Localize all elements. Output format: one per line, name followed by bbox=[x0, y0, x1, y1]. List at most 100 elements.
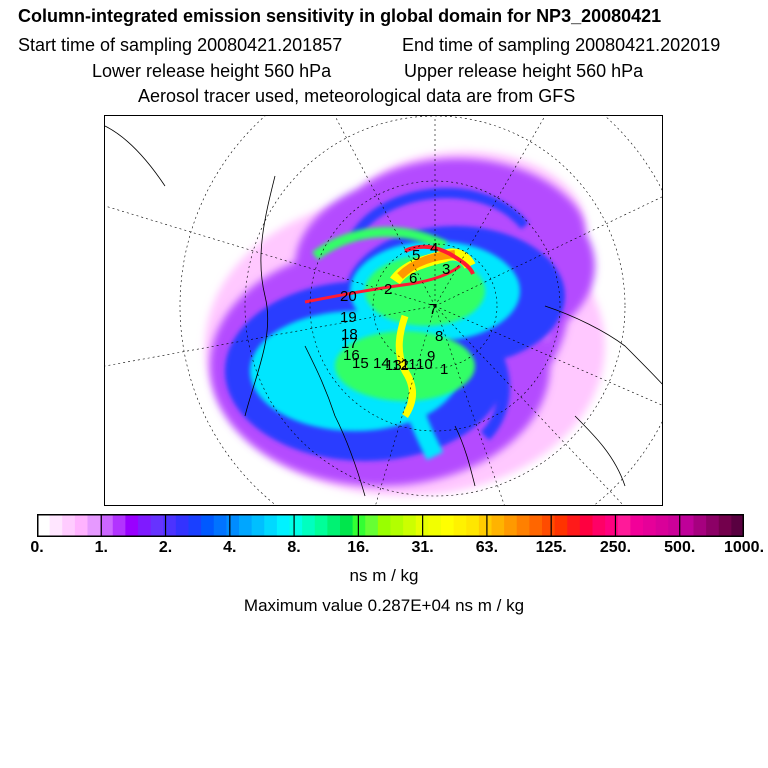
colorbar-swatch bbox=[289, 514, 303, 537]
colorbar-tick-label: 31. bbox=[411, 539, 434, 556]
colorbar-swatch bbox=[226, 514, 240, 537]
trajectory-marker: 3 bbox=[442, 261, 450, 278]
trajectory-marker: 15 bbox=[352, 355, 369, 372]
colorbar-swatch bbox=[567, 514, 581, 537]
end-time-label: End time of sampling 20080421.202019 bbox=[402, 35, 721, 55]
tracer-note: Aerosol tracer used, meteorological data… bbox=[138, 86, 576, 106]
colorbar-tick-label: 125. bbox=[535, 539, 567, 556]
trajectory-marker: 18 bbox=[341, 326, 358, 343]
colorbar-swatch bbox=[352, 514, 366, 537]
colorbar-swatch bbox=[466, 514, 480, 537]
sensitivity-map: 1 2 3 4 5 6 7 8 9 10 11 12 13 14 15 16 17 18 19 20 bbox=[104, 115, 663, 506]
colorbar-swatch bbox=[390, 514, 404, 537]
colorbar bbox=[37, 514, 744, 537]
trajectory-marker: 2 bbox=[384, 281, 392, 298]
colorbar-swatch bbox=[428, 514, 442, 537]
colorbar-swatch bbox=[150, 514, 164, 537]
colorbar-unit-label: ns m / kg bbox=[349, 566, 419, 585]
trajectory-marker: 9 bbox=[427, 348, 435, 365]
upper-release-label: Upper release height 560 hPa bbox=[404, 61, 644, 81]
colorbar-swatch bbox=[365, 514, 379, 537]
colorbar-swatch bbox=[276, 514, 291, 537]
colorbar-swatch bbox=[731, 514, 744, 537]
colorbar-border bbox=[37, 514, 744, 537]
colorbar-swatch bbox=[504, 514, 518, 537]
trajectory-marker: 5 bbox=[412, 247, 420, 264]
colorbar-swatch bbox=[314, 514, 328, 537]
colorbar-swatch bbox=[327, 514, 341, 537]
colorbar-swatch bbox=[403, 514, 417, 537]
colorbar-swatch bbox=[87, 514, 101, 537]
trajectory-marker: 13 bbox=[385, 357, 402, 374]
colorbar-swatch bbox=[693, 514, 707, 537]
colorbar-tick-label: 2. bbox=[158, 539, 173, 556]
trajectory-marker: 1 bbox=[440, 361, 448, 378]
colorbar-tick-label: 4. bbox=[223, 539, 237, 556]
colorbar-swatch bbox=[668, 514, 682, 537]
colorbar-swatch bbox=[655, 514, 669, 537]
colorbar-swatch bbox=[605, 514, 619, 537]
colorbar-tick-label: 8. bbox=[287, 539, 301, 556]
colorbar-tick-label: 1000. bbox=[723, 539, 765, 556]
trajectory-marker: 7 bbox=[429, 301, 437, 318]
colorbar-swatch bbox=[478, 514, 493, 537]
colorbar-swatch bbox=[175, 514, 190, 537]
colorbar-swatch bbox=[125, 514, 139, 537]
colorbar-tick-label: 250. bbox=[599, 539, 632, 556]
colorbar-swatch bbox=[491, 514, 505, 537]
trajectory-marker: 17 bbox=[341, 335, 358, 352]
colorbar-swatch bbox=[163, 514, 177, 537]
colorbar-swatch bbox=[579, 514, 594, 537]
colorbar-swatch bbox=[74, 514, 89, 537]
maximum-value-label: Maximum value 0.287E+04 ns m / kg bbox=[243, 596, 525, 615]
graticule bbox=[105, 116, 662, 505]
plot-title: Column-integrated emission sensitivity i… bbox=[18, 6, 662, 26]
trajectory-marker: 19 bbox=[340, 309, 357, 326]
colorbar-swatch bbox=[112, 514, 126, 537]
colorbar-swatch bbox=[706, 514, 720, 537]
colorbar-swatch bbox=[377, 514, 392, 537]
colorbar-swatch bbox=[516, 514, 530, 537]
colorbar-swatch bbox=[340, 514, 354, 537]
trajectory-marker: 16 bbox=[343, 347, 360, 364]
colorbar-swatch bbox=[554, 514, 568, 537]
trajectory-marker: 20 bbox=[340, 288, 357, 305]
colorbar-swatch bbox=[453, 514, 467, 537]
colorbar-tick-label: 1. bbox=[94, 539, 108, 556]
trajectory-marker: 11 bbox=[401, 356, 417, 373]
colorbar-swatch bbox=[100, 514, 114, 537]
colorbar-tick-label: 0. bbox=[30, 539, 44, 556]
start-time-label: Start time of sampling 20080421.201857 bbox=[18, 35, 343, 55]
colorbar-swatch bbox=[264, 514, 278, 537]
colorbar-swatch bbox=[138, 514, 152, 537]
trajectory-marker: 14 bbox=[373, 355, 390, 372]
trajectory-marker: 4 bbox=[430, 240, 438, 257]
colorbar-swatch bbox=[49, 514, 63, 537]
colorbar-swatch bbox=[529, 514, 543, 537]
colorbar-swatch bbox=[302, 514, 316, 537]
colorbar-swatch bbox=[643, 514, 657, 537]
colorbar-swatch bbox=[441, 514, 455, 537]
trajectory-marker: 10 bbox=[416, 356, 433, 373]
colorbar-swatch bbox=[542, 514, 556, 537]
colorbar-swatch bbox=[201, 514, 215, 537]
plume-core-layer bbox=[304, 244, 476, 418]
trajectory-marker: 6 bbox=[409, 270, 417, 287]
colorbar-swatch bbox=[718, 514, 732, 537]
colorbar-swatch bbox=[239, 514, 253, 537]
lower-release-label: Lower release height 560 hPa bbox=[92, 61, 332, 81]
colorbar-swatch bbox=[592, 514, 606, 537]
trajectory-marker: 8 bbox=[435, 328, 443, 345]
coastlines bbox=[105, 125, 662, 497]
colorbar-tick-label: 500. bbox=[664, 539, 696, 556]
colorbar-swatch bbox=[62, 514, 76, 537]
colorbar-swatch bbox=[188, 514, 202, 537]
trajectory-marker: 12 bbox=[392, 357, 409, 374]
colorbar-swatch bbox=[37, 514, 51, 537]
colorbar-swatch bbox=[251, 514, 265, 537]
colorbar-tick-label: 63. bbox=[475, 539, 499, 556]
colorbar-swatch bbox=[617, 514, 631, 537]
colorbar-swatch bbox=[213, 514, 227, 537]
